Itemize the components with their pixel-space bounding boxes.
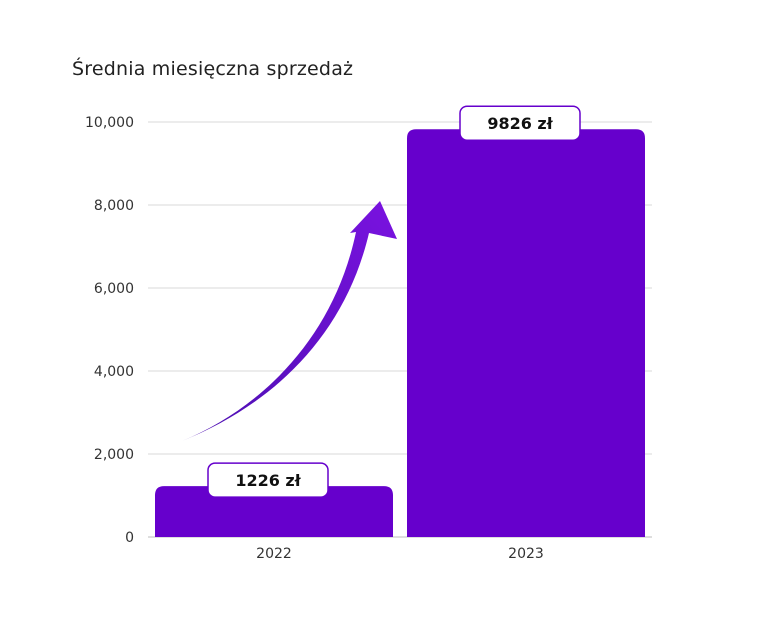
data-labels: 1226 zł 9826 zł	[207, 105, 581, 498]
data-label: 9826 zł	[487, 114, 553, 133]
y-tick-label: 0	[125, 530, 134, 546]
x-axis-ticks: 2022 2023	[256, 546, 544, 562]
y-tick-label: 2,000	[94, 447, 134, 463]
y-tick-label: 10,000	[85, 115, 134, 131]
bar-2022	[155, 486, 393, 537]
y-tick-label: 8,000	[94, 198, 134, 214]
bar-2023	[407, 129, 645, 537]
bars	[155, 129, 645, 537]
x-tick-label: 2023	[508, 546, 544, 562]
data-label: 1226 zł	[235, 471, 301, 490]
x-tick-label: 2022	[256, 546, 292, 562]
data-label-box	[207, 462, 329, 498]
y-tick-label: 6,000	[94, 281, 134, 297]
chart-title: Średnia miesięczna sprzedaż	[72, 58, 354, 80]
data-label-box	[459, 105, 581, 141]
y-tick-label: 4,000	[94, 364, 134, 380]
growth-arrow-icon	[182, 201, 397, 441]
y-axis-ticks: 0 2,000 4,000 6,000 8,000 10,000	[85, 115, 134, 546]
